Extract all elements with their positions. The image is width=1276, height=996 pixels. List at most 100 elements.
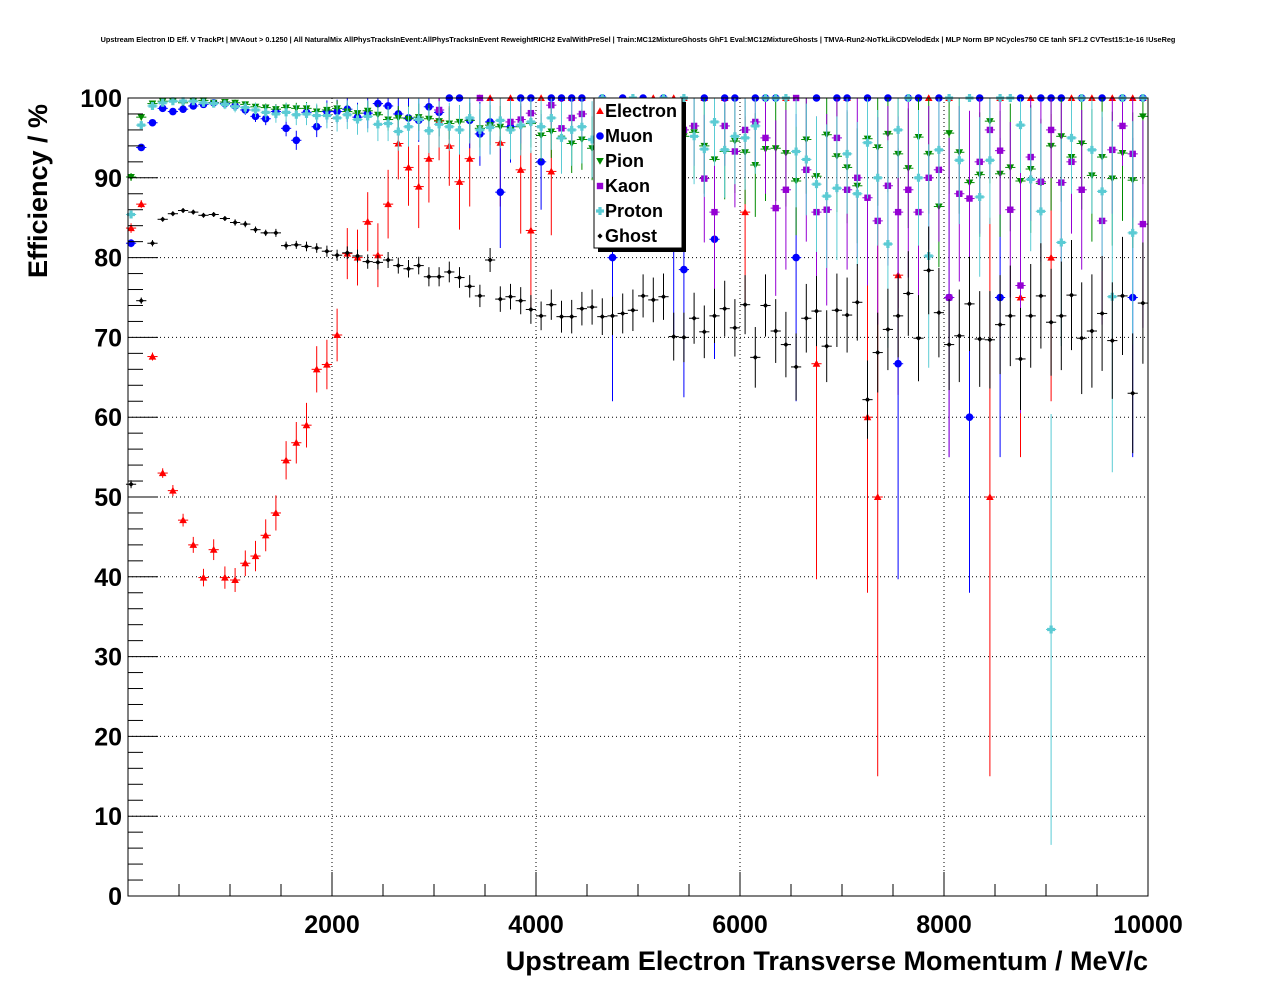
data-point	[538, 313, 544, 319]
data-point	[251, 105, 260, 114]
data-point	[384, 200, 392, 208]
data-point	[946, 341, 952, 348]
data-point	[945, 130, 953, 137]
data-point	[547, 113, 556, 122]
data-point	[741, 208, 749, 216]
data-point	[414, 182, 423, 190]
data-point	[680, 265, 688, 274]
data-point	[802, 155, 811, 164]
data-point	[1119, 293, 1126, 299]
data-point	[985, 156, 994, 165]
data-point	[793, 364, 799, 370]
data-point	[232, 219, 238, 226]
data-point	[314, 245, 320, 251]
data-point	[822, 192, 831, 201]
data-point	[293, 242, 299, 248]
series-ghost	[125, 207, 1148, 489]
data-point	[630, 307, 636, 313]
data-point	[792, 253, 800, 262]
data-point	[373, 120, 382, 129]
data-point	[148, 352, 157, 360]
data-point	[986, 493, 994, 501]
data-point	[344, 250, 350, 256]
data-point	[363, 112, 372, 121]
data-point	[283, 243, 289, 249]
data-point	[169, 107, 177, 116]
data-point	[137, 143, 146, 152]
data-point	[169, 486, 177, 494]
data-point	[200, 212, 207, 218]
data-point	[303, 243, 310, 250]
data-point	[272, 509, 280, 516]
data-point	[1038, 293, 1044, 299]
data-point	[834, 307, 840, 313]
data-point	[875, 349, 881, 356]
data-point	[1067, 133, 1076, 142]
data-point	[567, 125, 576, 134]
data-point	[700, 145, 709, 154]
chart-title: Upstream Electron ID Eff. V TrackPt | MV…	[101, 35, 1176, 44]
data-point	[1130, 390, 1136, 396]
data-point	[333, 113, 342, 122]
data-point	[812, 180, 821, 189]
data-point	[1007, 313, 1013, 319]
data-point	[548, 302, 554, 308]
data-point	[977, 336, 983, 342]
data-point	[158, 98, 167, 107]
data-point	[220, 100, 229, 109]
data-point	[404, 122, 413, 131]
data-point	[537, 122, 546, 131]
data-point	[477, 293, 483, 299]
y-axis-title: Efficiency / %	[23, 104, 53, 278]
data-point	[273, 230, 279, 236]
data-point	[158, 104, 167, 113]
y-tick-label: 10	[94, 803, 122, 831]
data-point	[222, 215, 228, 222]
data-point	[681, 334, 687, 340]
data-point	[762, 134, 769, 142]
data-point	[589, 304, 595, 310]
legend-marker-electron	[596, 107, 604, 115]
data-point	[956, 333, 962, 339]
data-point	[365, 258, 371, 265]
legend-label-electron: Electron	[605, 101, 677, 121]
y-tick-label: 80	[94, 245, 122, 273]
data-point	[783, 341, 789, 348]
data-point	[1047, 625, 1056, 634]
data-point	[209, 99, 218, 108]
data-point	[497, 296, 503, 302]
data-point	[547, 167, 556, 175]
data-point	[558, 314, 565, 320]
data-point	[465, 113, 474, 122]
data-point	[384, 102, 392, 110]
data-point	[282, 108, 291, 117]
data-point	[1047, 126, 1055, 134]
data-point	[374, 251, 382, 259]
data-point	[363, 217, 372, 225]
data-point	[506, 125, 515, 134]
data-point	[179, 97, 188, 106]
data-point	[905, 186, 912, 193]
data-point	[1128, 228, 1137, 237]
x-tick-label: 10000	[1113, 911, 1183, 939]
data-point	[333, 331, 341, 339]
data-point	[557, 133, 566, 142]
data-point	[271, 109, 280, 118]
data-point	[292, 136, 301, 145]
legend: Electron Muon Pion Kaon Proton Ghost	[593, 97, 686, 252]
data-point	[496, 116, 505, 125]
y-tick-label: 70	[94, 324, 122, 352]
data-point	[997, 322, 1003, 328]
data-point	[987, 337, 993, 343]
data-point	[242, 221, 248, 227]
data-point	[691, 315, 697, 321]
data-point	[711, 208, 718, 216]
data-point	[883, 240, 892, 249]
data-point	[137, 200, 146, 208]
data-point	[895, 313, 901, 319]
data-point	[812, 359, 821, 367]
data-point	[241, 103, 250, 112]
data-point	[209, 545, 218, 553]
legend-box	[593, 97, 683, 249]
data-point	[168, 97, 177, 106]
